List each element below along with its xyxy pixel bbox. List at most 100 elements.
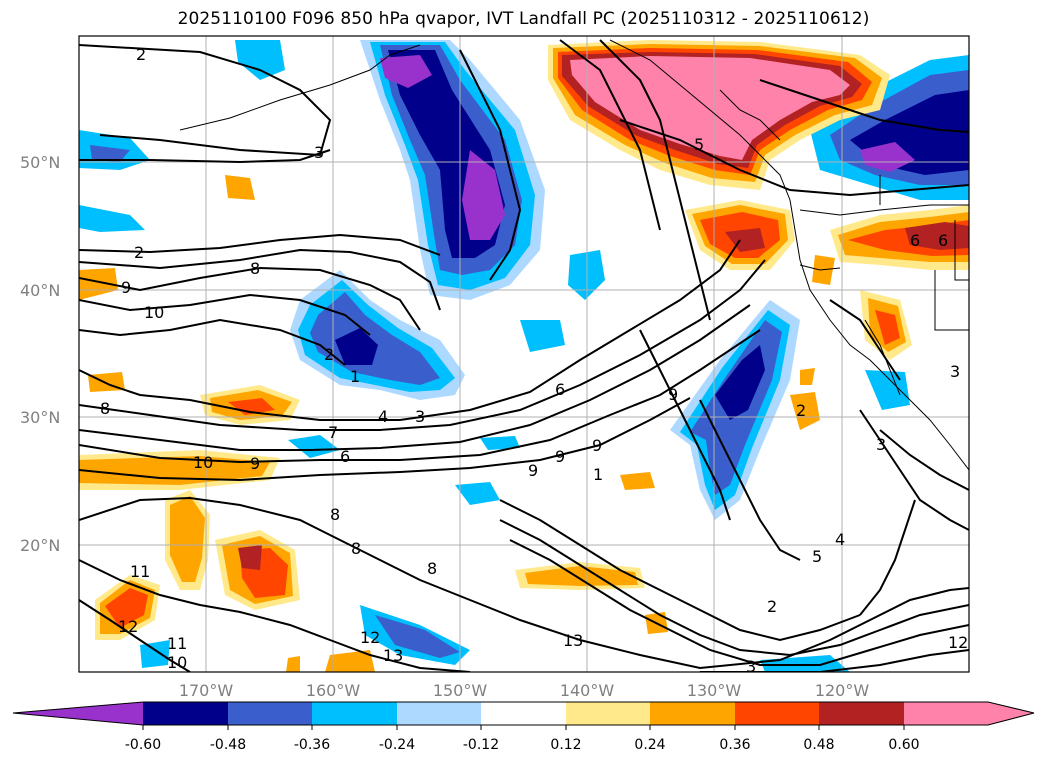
neg-region-mid-small4 [480, 436, 520, 450]
colorbar-tick-label: 0.36 [719, 737, 750, 753]
gridlines [79, 36, 969, 672]
chart-title: 2025110100 F096 850 hPa qvapor, IVT Land… [177, 9, 870, 29]
contour-label: 2 [136, 45, 146, 64]
contour-label: 9 [250, 454, 260, 473]
contour-label: 12 [118, 617, 138, 636]
colorbar: -0.60 -0.48 -0.36 -0.24 -0.12 0.12 0.24 … [12, 701, 1035, 753]
pos-region-southwest-rd [105, 588, 148, 628]
contour-label: 12 [948, 633, 968, 652]
lat-tick-label: 50°N [20, 153, 60, 172]
lon-tick-label: 170°W [179, 681, 234, 700]
contour-label: 6 [340, 447, 350, 466]
pos-region-west-40n [79, 268, 118, 300]
pos-region-tiny4 [225, 175, 255, 200]
pos-region-offshore-small [790, 392, 820, 430]
lon-tick-label: 160°W [306, 681, 361, 700]
contour-label: 3 [950, 362, 960, 381]
pos-region-hawaii-west-or [170, 496, 205, 582]
contour-label: 10 [167, 653, 187, 672]
contour-label: 11 [130, 562, 150, 581]
contour-label: 6 [938, 231, 948, 250]
pos-region-oregon-dr [725, 228, 765, 252]
colorbar-labels: -0.60 -0.48 -0.36 -0.24 -0.12 0.12 0.24 … [125, 737, 920, 753]
contour-label: 8 [250, 259, 260, 278]
contour-label: 2 [324, 345, 334, 364]
colorbar-extend-min [13, 702, 143, 725]
contour-label: 9 [592, 436, 602, 455]
neg-region-gulf-alaska-purple [462, 150, 505, 240]
contour-lines [79, 39, 969, 672]
contour-label: 13 [383, 646, 403, 665]
contour-label: 6 [910, 231, 920, 250]
contour-label: 9 [668, 385, 678, 404]
colorbar-segment [312, 702, 398, 725]
lon-tick-label: 140°W [560, 681, 615, 700]
contour-label: 3 [314, 143, 324, 162]
lat-tick-label: 40°N [20, 281, 60, 300]
neg-region-canada-east-purple [860, 142, 915, 172]
colorbar-tick-label: -0.12 [463, 737, 499, 753]
pos-region-tiny6 [286, 656, 300, 672]
contour-label: 10 [193, 453, 213, 472]
contour-label: 12 [360, 628, 380, 647]
pos-region-140w-or [525, 566, 638, 586]
colorbar-tick-label: -0.36 [294, 737, 330, 753]
contour-labels: 2 3 5 2 8 9 10 2 1 4 3 6 8 7 6 10 9 9 9 … [100, 45, 968, 676]
contour-label: 7 [328, 423, 338, 442]
map-frame [78, 35, 970, 673]
pos-region-tiny1 [620, 472, 655, 490]
lat-tick-label: 20°N [20, 536, 60, 555]
neg-region-mid-small5 [520, 320, 565, 352]
contour-label: 6 [555, 380, 565, 399]
contour-label: 9 [555, 447, 565, 466]
colorbar-segment [904, 702, 989, 725]
lon-tick-label: 130°W [687, 681, 742, 700]
contour-label: 3 [746, 657, 756, 676]
colorbar-segment [819, 702, 905, 725]
colorbar-tick-label: 0.60 [888, 737, 919, 753]
contour-label: 8 [427, 559, 437, 578]
contour-label: 9 [528, 461, 538, 480]
lon-tick-label: 120°W [815, 681, 870, 700]
contour-label: 4 [378, 407, 388, 426]
pos-region-tiny3 [325, 650, 375, 672]
colorbar-tick-label: -0.60 [125, 737, 161, 753]
pos-region-baja-rd [875, 310, 900, 345]
contour-label: 5 [694, 135, 704, 154]
colorbar-segment [143, 702, 229, 725]
contour-label: 3 [415, 407, 425, 426]
neg-region-hawaii-core [375, 615, 460, 658]
contour-label: 4 [835, 530, 845, 549]
contour-label: 2 [767, 597, 777, 616]
colorbar-ticks [142, 725, 905, 730]
contour-label: 2 [134, 243, 144, 262]
neg-region-west-pacific2 [79, 205, 145, 232]
neg-region-west-pacific-core [90, 145, 130, 162]
contour-label: 8 [330, 505, 340, 524]
colorbar-segment [735, 702, 820, 725]
contour-label: 8 [100, 399, 110, 418]
neg-region-southeast [865, 370, 910, 410]
colorbar-segment [481, 702, 567, 725]
contour-label: 1 [593, 465, 603, 484]
lat-tick-label: 30°N [20, 408, 60, 427]
contour-label: 8 [351, 539, 361, 558]
neg-region-gulf-alaska-purple2 [380, 55, 432, 88]
colorbar-segment [228, 702, 313, 725]
colorbar-tick-label: -0.48 [210, 737, 246, 753]
colorbar-segment [397, 702, 482, 725]
lon-tick-label: 150°W [433, 681, 488, 700]
neg-region-mid-small2 [455, 482, 500, 505]
contour-label: 13 [563, 631, 583, 650]
colorbar-tick-label: -0.24 [379, 737, 415, 753]
pos-region-offshore-small2 [800, 368, 815, 385]
colorbar-tick-label: 0.48 [803, 737, 834, 753]
lon-tick-labels: 170°W 160°W 150°W 140°W 130°W 120°W [179, 681, 870, 700]
colorbar-segments [13, 702, 1034, 725]
colorbar-tick-label: 0.24 [634, 737, 665, 753]
neg-region-mid-small3 [288, 435, 340, 458]
contour-label: 5 [812, 547, 822, 566]
contour-label: 1 [350, 367, 360, 386]
colorbar-segment [650, 702, 736, 725]
